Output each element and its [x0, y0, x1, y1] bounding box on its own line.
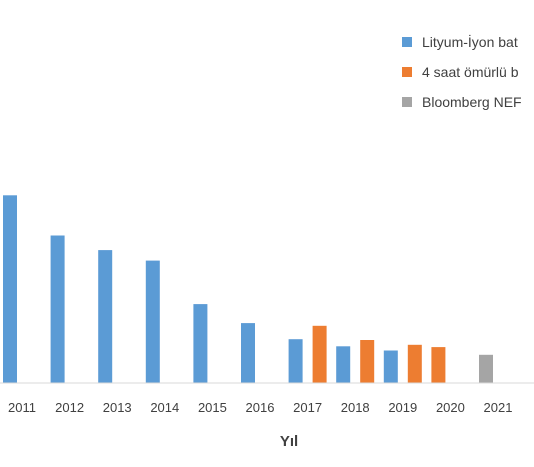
bar-2015-series-0 — [193, 304, 208, 383]
x-tick-label-2019: 2019 — [388, 400, 417, 415]
x-tick-label-2018: 2018 — [341, 400, 370, 415]
bar-2021-series-2 — [479, 354, 493, 383]
legend-label-0: Lityum-İyon bat — [422, 33, 518, 50]
bar-2016-series-0 — [241, 323, 255, 383]
bar-2017-series-0 — [288, 339, 303, 383]
x-tick-labels: 2011 2012 2013 2014 2015 2016 2017 2018 2019 2020… — [8, 400, 513, 415]
bar-2018-series-0 — [336, 346, 351, 383]
legend: Lityum-İyon bat 4 saat ömürlü b Bloomberg … — [402, 33, 522, 110]
legend-swatch-0 — [402, 37, 412, 47]
x-tick-label-2014: 2014 — [150, 400, 179, 415]
x-tick-label-2021: 2021 — [484, 400, 513, 415]
bar-2012-series-0 — [50, 235, 65, 383]
x-axis-title: Yıl — [280, 433, 298, 450]
bar-2017-series-1 — [312, 325, 327, 383]
legend-label-1: 4 saat ömürlü b — [422, 64, 519, 80]
legend-swatch-2 — [402, 97, 412, 107]
x-tick-label-2013: 2013 — [103, 400, 132, 415]
legend-swatch-1 — [402, 67, 412, 77]
bars-layer — [3, 195, 493, 383]
bar-2018-series-1 — [360, 340, 375, 383]
bar-2020-series-1 — [431, 347, 446, 383]
bar-2014-series-0 — [145, 260, 160, 383]
x-tick-label-2020: 2020 — [436, 400, 465, 415]
bar-2019-series-1 — [407, 344, 422, 383]
bar-2013-series-0 — [98, 250, 113, 383]
legend-label-2: Bloomberg NEF — [422, 94, 522, 110]
x-tick-label-2017: 2017 — [293, 400, 322, 415]
x-tick-label-2012: 2012 — [55, 400, 84, 415]
bar-2011-series-0 — [3, 195, 17, 383]
bar-2019-series-0 — [383, 350, 398, 383]
x-tick-label-2011: 2011 — [8, 400, 36, 415]
x-tick-label-2015: 2015 — [198, 400, 227, 415]
x-tick-label-2016: 2016 — [246, 400, 275, 415]
